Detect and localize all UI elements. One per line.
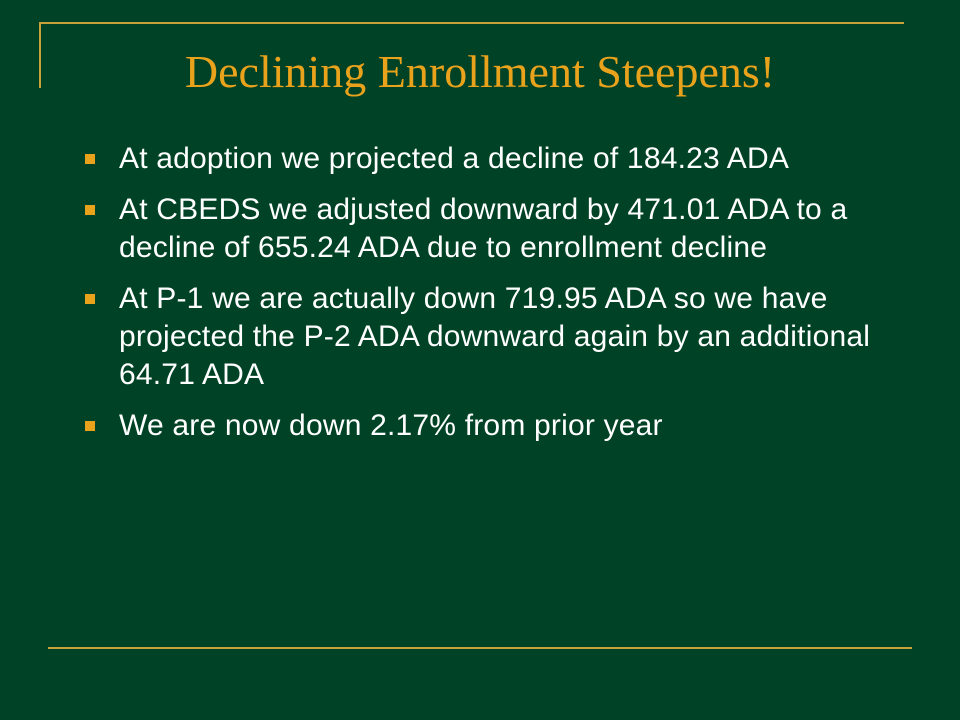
bullet-text: At CBEDS we adjusted downward by 471.01 …	[119, 193, 848, 264]
bottom-rule	[48, 647, 912, 649]
square-bullet-icon	[85, 205, 95, 215]
bullet-item: At P-1 we are actually down 719.95 ADA s…	[82, 280, 872, 394]
square-bullet-icon	[85, 154, 95, 164]
slide-title: Declining Enrollment Steepens!	[184, 46, 776, 97]
bullet-text: We are now down 2.17% from prior year	[119, 409, 663, 442]
top-rule	[39, 22, 904, 24]
square-bullet-icon	[85, 294, 95, 304]
bullet-item: At CBEDS we adjusted downward by 471.01 …	[82, 191, 872, 267]
square-bullet-icon	[85, 421, 95, 431]
bullet-list: At adoption we projected a decline of 18…	[82, 140, 872, 458]
left-rule	[39, 22, 41, 88]
bullet-item: At adoption we projected a decline of 18…	[82, 140, 872, 178]
bullet-item: We are now down 2.17% from prior year	[82, 407, 872, 445]
bullet-text: At P-1 we are actually down 719.95 ADA s…	[119, 282, 871, 391]
bullet-text: At adoption we projected a decline of 18…	[119, 142, 790, 175]
